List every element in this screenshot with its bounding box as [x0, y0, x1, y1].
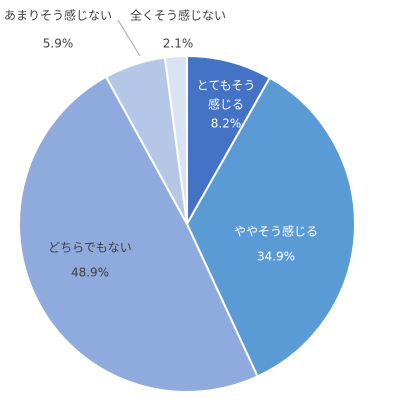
slice-label-4: あまりそう感じない 5.9% — [4, 8, 112, 51]
pie-slice-3 — [18, 75, 259, 393]
pie-slice-2 — [185, 76, 356, 378]
slice-category-label: 全くそう感じない — [130, 8, 226, 23]
pie-slice-1 — [186, 54, 272, 228]
slice-value-label: 34.9% — [257, 250, 295, 264]
slice-value-label: 48.9% — [71, 266, 109, 280]
slice-category-label: とてもそう — [197, 79, 256, 93]
slice-value-label: 2.1% — [163, 37, 194, 51]
slice-category-label: あまりそう感じない — [4, 8, 112, 23]
leader-line-4 — [117, 19, 141, 57]
slice-label-2: ややそう感じる 34.9% — [234, 224, 318, 264]
pie-slice-5 — [163, 54, 188, 225]
slice-label-3: どちらでもない 48.9% — [48, 241, 132, 280]
slice-category-label: どちらでもない — [48, 241, 132, 255]
slice-value-label: 5.9% — [43, 37, 74, 51]
slice-category-label: 感じる — [208, 97, 244, 112]
slice-label-5: 全くそう感じない 2.1% — [130, 8, 226, 51]
slice-value-label: 8.2% — [211, 117, 242, 131]
slice-category-label: ややそう感じる — [234, 224, 318, 239]
